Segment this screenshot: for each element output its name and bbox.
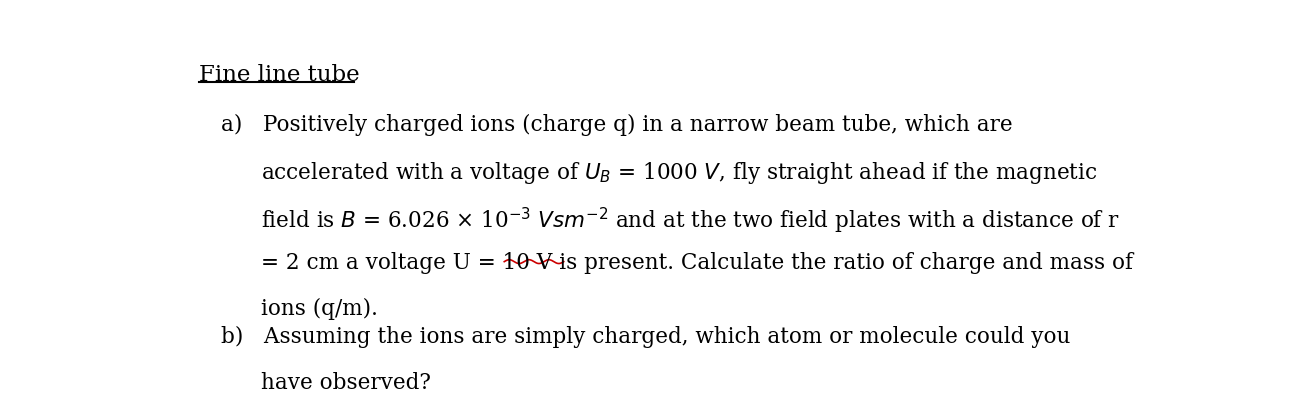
Text: have observed?: have observed? bbox=[260, 371, 431, 393]
Text: accelerated with a voltage of $U_B$ = 1000 $V$, fly straight ahead if the magnet: accelerated with a voltage of $U_B$ = 10… bbox=[260, 159, 1097, 185]
Text: b)   Assuming the ions are simply charged, which atom or molecule could you: b) Assuming the ions are simply charged,… bbox=[222, 325, 1070, 347]
Text: field is $B$ = 6.026 × 10$^{-3}$ $Vsm^{-2}$ and at the two field plates with a d: field is $B$ = 6.026 × 10$^{-3}$ $Vsm^{-… bbox=[260, 205, 1120, 235]
Text: ions (q/m).: ions (q/m). bbox=[260, 298, 378, 320]
Text: = 2 cm a voltage U = 10 V is present. Calculate the ratio of charge and mass of: = 2 cm a voltage U = 10 V is present. Ca… bbox=[260, 252, 1133, 273]
Text: Fine line tube: Fine line tube bbox=[199, 64, 360, 86]
Text: a)   Positively charged ions (charge q) in a narrow beam tube, which are: a) Positively charged ions (charge q) in… bbox=[222, 113, 1013, 135]
